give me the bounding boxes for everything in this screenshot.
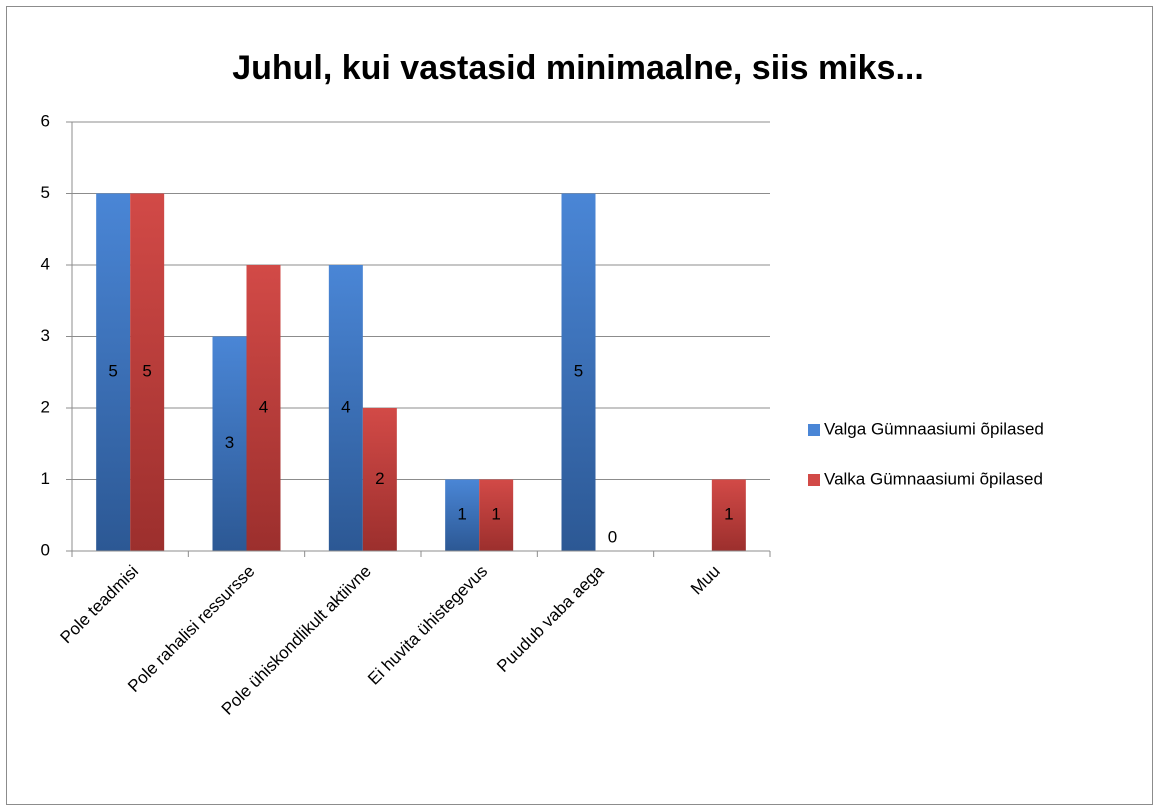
data-label: 1 (724, 505, 733, 524)
bar (212, 336, 247, 551)
y-tick-label: 1 (41, 469, 50, 488)
data-label: 2 (375, 469, 384, 488)
data-label: 5 (574, 362, 583, 381)
y-tick-label: 5 (41, 183, 50, 202)
y-tick-label: 0 (41, 540, 50, 559)
y-tick-label: 6 (41, 111, 50, 130)
data-label: 4 (341, 397, 350, 416)
bar (362, 408, 397, 551)
bar (445, 479, 480, 551)
data-label: 4 (259, 397, 268, 416)
bar (130, 193, 165, 551)
y-tick-label: 2 (41, 397, 50, 416)
legend-label: Valka Gümnaasiumi õpilased (824, 469, 1043, 488)
bar (479, 479, 514, 551)
legend-swatch (808, 424, 820, 436)
data-label: 5 (142, 362, 151, 381)
chart-title: Juhul, kui vastasid minimaalne, siis mik… (232, 49, 924, 87)
data-label: 1 (491, 505, 500, 524)
y-tick-label: 4 (41, 254, 50, 273)
data-label: 3 (225, 433, 234, 452)
bar (246, 265, 281, 551)
bar (328, 265, 363, 551)
bar (711, 479, 746, 551)
legend-swatch (808, 474, 820, 486)
legend-label: Valga Gümnaasiumi õpilased (824, 419, 1044, 438)
bar (96, 193, 131, 551)
bar (561, 193, 596, 551)
y-tick-label: 3 (41, 326, 50, 345)
data-label: 0 (608, 527, 617, 546)
data-label: 1 (457, 505, 466, 524)
data-label: 5 (108, 362, 117, 381)
